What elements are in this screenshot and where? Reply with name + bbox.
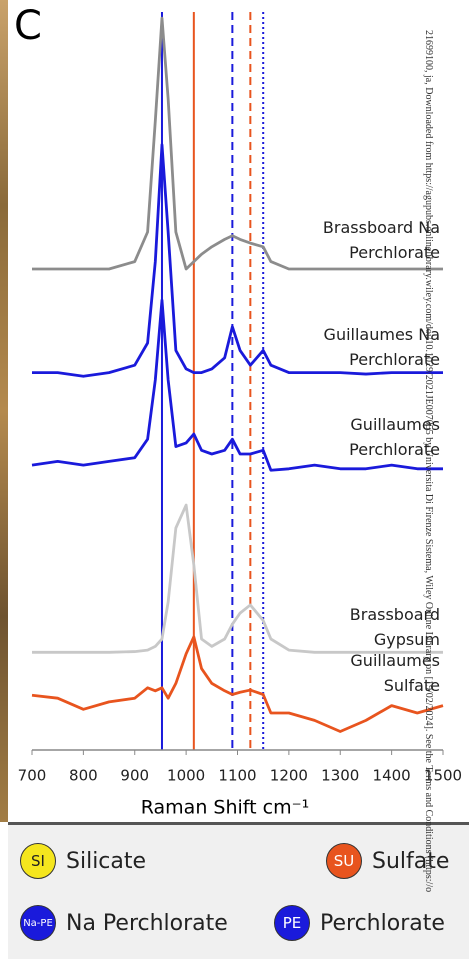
x-axis-title: Raman Shift cm⁻¹ — [141, 797, 310, 819]
x-tick-label: 900 — [120, 767, 149, 785]
legend-label: Silicate — [66, 849, 146, 874]
chart: C Raman Shift cm⁻¹ 700 800 900 1000 1100 1200… — [0, 0, 469, 822]
series-label: Brassboard Na Perchlorate — [290, 215, 440, 265]
series-label: Guillaumes Na Perchlorate — [290, 322, 440, 372]
panel-label: C — [14, 3, 42, 49]
x-tick-label: 1400 — [373, 767, 411, 785]
series-label: Guillaumes Perchlorate — [290, 412, 440, 462]
legend-label: Sulfate — [372, 849, 449, 874]
series-label: Brassboard Gypsum — [290, 602, 440, 652]
legend-icon: SU — [326, 843, 362, 879]
legend-item: SI Silicate — [20, 843, 146, 879]
x-tick-label: 1300 — [321, 767, 359, 785]
series-label: Guillaumes Sulfate — [290, 648, 440, 698]
legend-label: Na Perchlorate — [66, 911, 228, 936]
legend-icon: Na-PE — [20, 905, 56, 941]
x-tick-label: 1000 — [167, 767, 205, 785]
x-tick-label: 1200 — [270, 767, 308, 785]
legend-icon: SI — [20, 843, 56, 879]
watermark: 21699100, ja, Downloaded from https://ag… — [423, 30, 434, 950]
legend: SI Silicate SU Sulfate Na-PE Na Perchlorate PE… — [8, 822, 469, 959]
x-tick-label: 700 — [18, 767, 47, 785]
legend-icon: PE — [274, 905, 310, 941]
x-tick-label: 800 — [69, 767, 98, 785]
page: {"chart_data": {"type": "line", "panel_l… — [0, 0, 469, 956]
legend-item: Na-PE Na Perchlorate — [20, 905, 228, 941]
x-tick-label: 1100 — [218, 767, 256, 785]
